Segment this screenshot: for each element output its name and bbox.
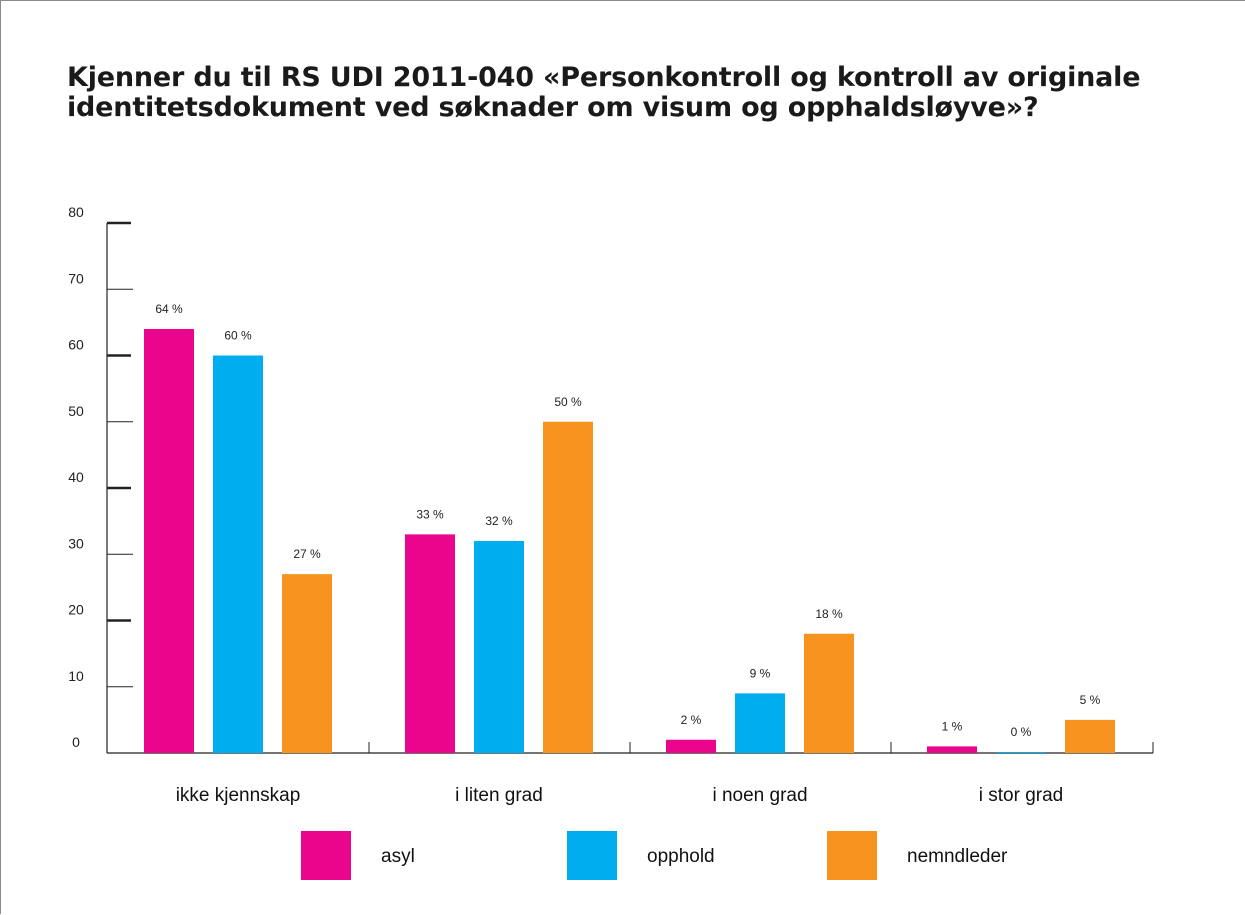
data-label-nemndleder-0: 27 % bbox=[293, 547, 321, 561]
y-tick-label: 70 bbox=[68, 270, 84, 286]
bar-opphold-1 bbox=[474, 541, 524, 753]
data-label-opphold-3: 0 % bbox=[1011, 725, 1032, 739]
legend-swatch-asyl bbox=[301, 831, 351, 880]
data-label-opphold-2: 9 % bbox=[750, 666, 771, 680]
y-tick-label: 50 bbox=[68, 403, 84, 419]
bar-nemndleder-0 bbox=[282, 574, 332, 753]
y-tick-label: 40 bbox=[68, 469, 84, 485]
legend-swatch-opphold bbox=[567, 831, 617, 880]
data-label-nemndleder-1: 50 % bbox=[554, 395, 582, 409]
data-label-nemndleder-3: 5 % bbox=[1080, 693, 1101, 707]
y-tick-label: 60 bbox=[68, 337, 84, 353]
x-category-label: i stor grad bbox=[979, 785, 1063, 806]
data-label-asyl-0: 64 % bbox=[155, 302, 183, 316]
legend-label-opphold: opphold bbox=[647, 846, 715, 867]
chart-title: Kjenner du til RS UDI 2011-040 «Personko… bbox=[67, 62, 1141, 123]
x-category-label: i liten grad bbox=[455, 785, 543, 806]
data-label-asyl-3: 1 % bbox=[942, 719, 963, 733]
data-label-opphold-0: 60 % bbox=[224, 329, 252, 343]
bar-asyl-3 bbox=[927, 746, 977, 753]
legend-swatch-nemndleder bbox=[827, 831, 877, 880]
data-label-nemndleder-2: 18 % bbox=[815, 607, 843, 621]
data-label-asyl-2: 2 % bbox=[681, 713, 702, 727]
legend-label-nemndleder: nemndleder bbox=[907, 846, 1008, 867]
data-label-opphold-1: 32 % bbox=[485, 514, 513, 528]
y-tick-label: 0 bbox=[72, 734, 80, 750]
bar-asyl-1 bbox=[405, 534, 455, 753]
bar-opphold-2 bbox=[735, 693, 785, 753]
y-tick-label: 20 bbox=[68, 602, 84, 618]
bar-nemndleder-1 bbox=[543, 421, 593, 753]
data-label-asyl-1: 33 % bbox=[416, 507, 444, 521]
bar-asyl-2 bbox=[666, 739, 716, 753]
bar-opphold-3 bbox=[996, 752, 1046, 753]
x-category-label: i noen grad bbox=[712, 785, 807, 806]
y-tick-label: 10 bbox=[68, 668, 84, 684]
y-tick-label: 30 bbox=[68, 535, 84, 551]
legend-label-asyl: asyl bbox=[381, 846, 415, 867]
bar-asyl-0 bbox=[144, 329, 194, 753]
bar-opphold-0 bbox=[213, 355, 263, 753]
x-category-label: ikke kjennskap bbox=[176, 785, 301, 806]
bar-nemndleder-3 bbox=[1065, 719, 1115, 753]
y-tick-label: 80 bbox=[68, 204, 84, 220]
bar-nemndleder-2 bbox=[804, 633, 854, 753]
